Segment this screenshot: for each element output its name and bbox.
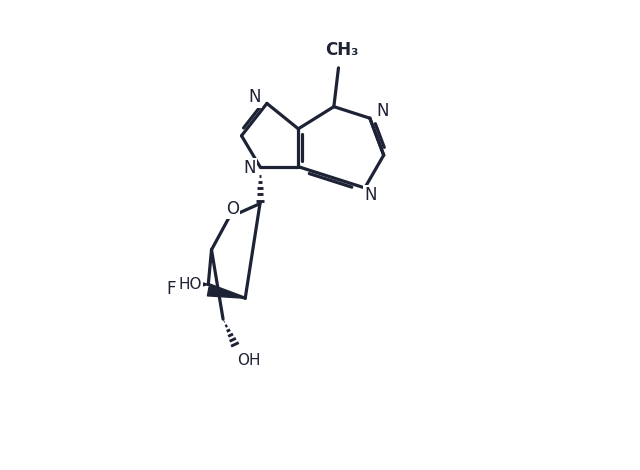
- Polygon shape: [190, 279, 208, 290]
- Polygon shape: [207, 287, 245, 298]
- Text: N: N: [244, 159, 256, 177]
- Text: OH: OH: [237, 353, 260, 368]
- Text: CH₃: CH₃: [326, 41, 359, 59]
- Text: F: F: [166, 281, 176, 298]
- Text: N: N: [365, 186, 377, 204]
- Text: HO: HO: [178, 277, 202, 292]
- Text: O: O: [226, 200, 239, 218]
- Text: N: N: [376, 102, 388, 120]
- Text: N: N: [248, 88, 260, 106]
